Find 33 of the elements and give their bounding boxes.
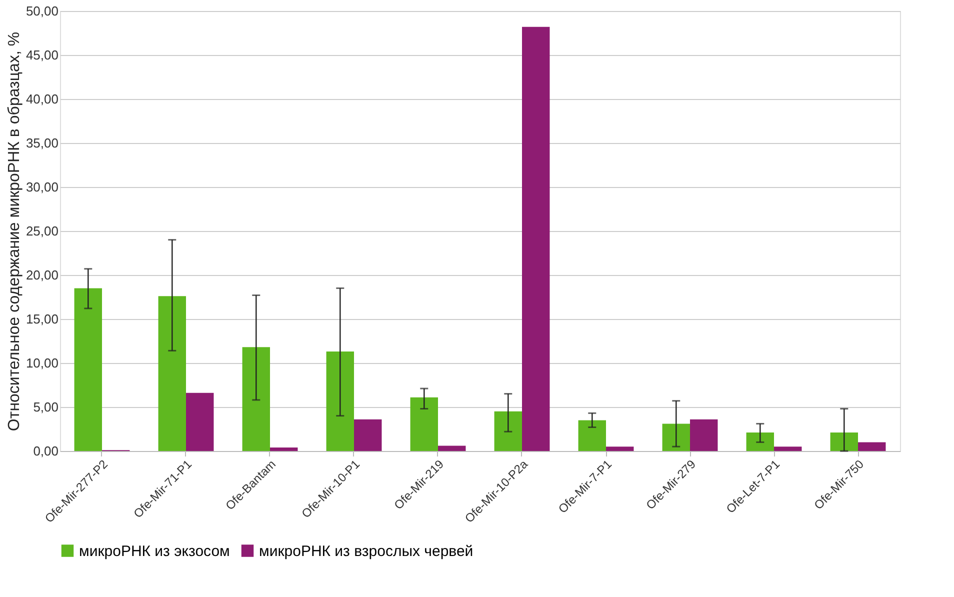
y-tick-label: 50,00	[26, 4, 58, 18]
bar	[354, 419, 382, 451]
bar	[242, 347, 270, 451]
y-tick-label: 30,00	[26, 180, 58, 194]
bar	[158, 296, 186, 451]
bar	[662, 424, 690, 451]
bar	[830, 432, 858, 451]
bar	[578, 420, 606, 451]
legend-label: микроРНК из взрослых червей	[259, 542, 474, 560]
bar	[438, 446, 466, 451]
y-tick-label: 35,00	[26, 136, 58, 150]
bar	[74, 288, 102, 451]
legend-label: микроРНК из экзосом	[79, 542, 230, 560]
bar	[270, 447, 298, 451]
bar	[858, 442, 886, 451]
bar	[186, 392, 214, 451]
bar	[746, 432, 774, 451]
y-tick-label: 40,00	[26, 92, 58, 106]
bar	[606, 446, 634, 451]
bar	[522, 26, 550, 451]
y-axis-title: Относительное содержание микроРНК в образцах, %	[6, 32, 23, 432]
bar	[690, 419, 718, 451]
y-tick-label: 20,00	[26, 268, 58, 282]
y-tick-label: 45,00	[26, 48, 58, 62]
y-tick-label: 0,00	[33, 444, 58, 458]
y-tick-label: 5,00	[33, 400, 58, 414]
y-tick-label: 25,00	[26, 224, 58, 238]
y-tick-label: 15,00	[26, 312, 58, 326]
bar	[410, 397, 438, 451]
bar	[494, 411, 522, 451]
bar	[326, 352, 354, 451]
y-tick-label: 10,00	[26, 356, 58, 370]
bar	[774, 446, 802, 451]
